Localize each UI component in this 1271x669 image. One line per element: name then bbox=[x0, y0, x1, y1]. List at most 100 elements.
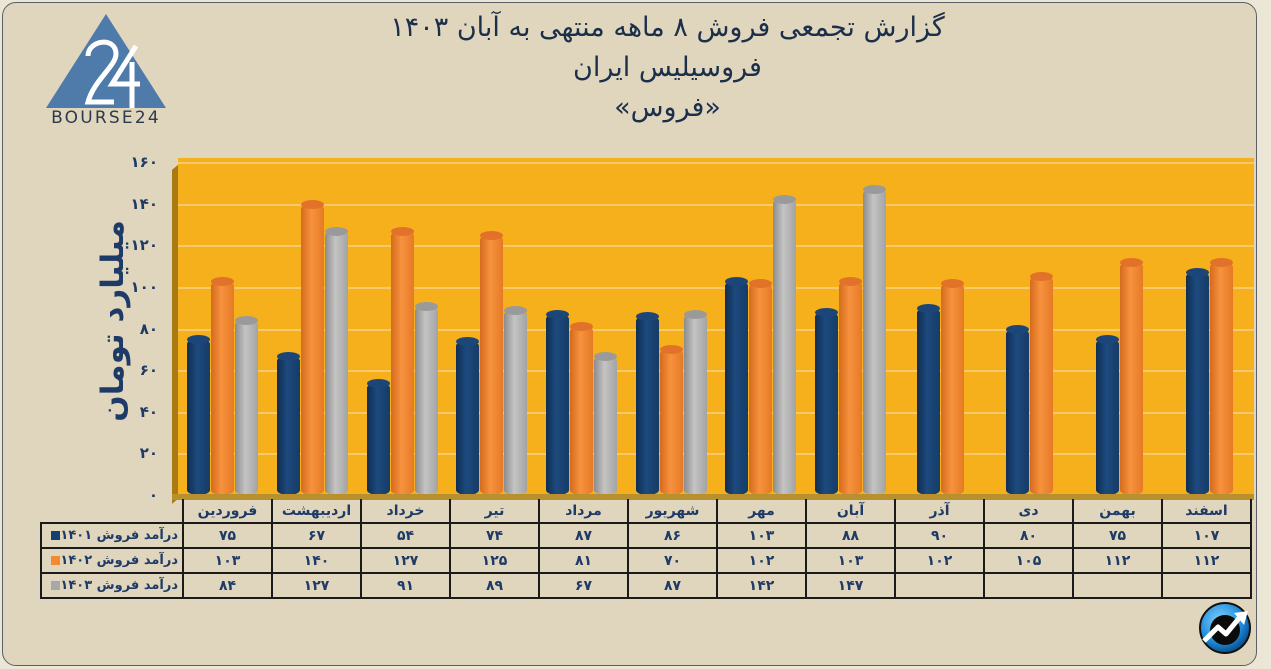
table-corner-cell bbox=[41, 499, 183, 523]
table-header-cell: مهر bbox=[716, 499, 807, 524]
gridline bbox=[178, 162, 1254, 164]
table-header-cell: خرداد bbox=[360, 499, 451, 524]
table-cell: ۱۲۵ bbox=[449, 547, 540, 574]
table-row: ۱۱۲ ۱۱۲ ۱۰۵ ۱۰۲ ۱۰۳ ۱۰۲ ۷۰ ۸۱ ۱۲۵ ۱۲۷ ۱۴۰ ۱۰۳ درآمد … bbox=[40, 547, 1252, 574]
table-cell: ۸۶ bbox=[627, 522, 718, 549]
bar-2 bbox=[749, 278, 773, 495]
table-cell: ۱۰۲ bbox=[894, 547, 985, 574]
y-tick-label: ۱۴۰ bbox=[130, 194, 158, 213]
table-cell: ۸۸ bbox=[805, 522, 896, 549]
bar-1 bbox=[366, 378, 390, 495]
bar-3 bbox=[414, 301, 438, 495]
table-cell: ۱۴۷ bbox=[805, 572, 896, 599]
bar-1 bbox=[1185, 268, 1209, 495]
table-cell: ۱۰۳ bbox=[716, 522, 807, 549]
gridline bbox=[178, 453, 1254, 456]
plot-floor bbox=[172, 494, 1254, 500]
bar-3 bbox=[683, 309, 707, 495]
y-tick-label: ۱۶۰ bbox=[130, 153, 158, 171]
gridline bbox=[178, 411, 1254, 414]
gridline bbox=[178, 245, 1254, 248]
bar-2 bbox=[659, 345, 683, 495]
table-header-cell: اردیبهشت bbox=[271, 499, 362, 524]
table-row: ۱۰۷ ۷۵ ۸۰ ۹۰ ۸۸ ۱۰۳ ۸۶ ۸۷ ۷۴ ۵۴ ۶۷ ۷۵ درآمد فروش ۱۴۰… bbox=[40, 522, 1252, 549]
table-cell: ۹۱ bbox=[360, 572, 451, 599]
table-header-cell: اسفند bbox=[1161, 499, 1252, 524]
table-cell: ۷۰ bbox=[627, 547, 718, 574]
bar-1 bbox=[916, 303, 940, 495]
bar-2 bbox=[1030, 272, 1054, 495]
table-cell: ۱۰۲ bbox=[716, 547, 807, 574]
bar-3 bbox=[773, 195, 797, 495]
bar-3 bbox=[325, 226, 348, 495]
table-cell: ۸۰ bbox=[983, 522, 1074, 549]
y-tick-label: ۱۲۰ bbox=[130, 236, 158, 255]
legend-swatch-icon bbox=[51, 531, 61, 540]
legend-label: درآمد فروش ۱۴۰۳ bbox=[60, 578, 178, 593]
bar-2 bbox=[940, 278, 964, 495]
table-cell: ۷۴ bbox=[449, 522, 540, 549]
y-tick-label: ۰ bbox=[148, 486, 158, 504]
table-cell bbox=[1161, 572, 1252, 599]
bar-2 bbox=[301, 199, 324, 495]
y-tick-label: ۸۰ bbox=[139, 319, 158, 338]
y-tick-label: ۶۰ bbox=[139, 361, 158, 380]
table-cell: ۸۴ bbox=[182, 572, 273, 599]
bar-2 bbox=[839, 276, 862, 495]
legend-label: درآمد فروش ۱۴۰۱ bbox=[60, 528, 178, 543]
table-cell: ۱۰۳ bbox=[805, 547, 896, 574]
table-cell: ۱۴۲ bbox=[716, 572, 807, 599]
table-cell: ۱۱۲ bbox=[1072, 547, 1163, 574]
bar-1 bbox=[277, 351, 300, 495]
title-line-1: گزارش تجمعی فروش ۸ ماهه منتهی به آبان ۱۴… bbox=[390, 12, 945, 43]
y-tick-label: ۱۰۰ bbox=[130, 277, 158, 296]
legend-cell: درآمد فروش ۱۴۰۱ bbox=[40, 522, 184, 549]
bar-1 bbox=[546, 309, 569, 495]
table-header-cell: بهمن bbox=[1072, 499, 1163, 524]
gridline bbox=[178, 286, 1254, 289]
bar-3 bbox=[863, 185, 886, 495]
legend-label: درآمد فروش ۱۴۰۲ bbox=[60, 553, 178, 568]
table-cell: ۱۱۲ bbox=[1161, 547, 1252, 574]
table-header-cell: دی bbox=[983, 499, 1074, 524]
bar-1 bbox=[725, 276, 749, 495]
table-cell: ۱۰۳ bbox=[182, 547, 273, 574]
data-table: اسفند بهمن دی آذر آبان مهر شهریور مرداد تیر خرداد… bbox=[40, 499, 1252, 599]
trend-up-icon bbox=[1199, 602, 1251, 654]
table-cell bbox=[1072, 572, 1163, 599]
table-header-cell: مرداد bbox=[538, 499, 629, 524]
legend-cell: درآمد فروش ۱۴۰۲ bbox=[40, 547, 184, 574]
y-tick-label: ۲۰ bbox=[139, 444, 158, 463]
gridline bbox=[178, 328, 1254, 331]
table-cell bbox=[894, 572, 985, 599]
table-cell: ۸۱ bbox=[538, 547, 629, 574]
plot-area bbox=[178, 158, 1254, 495]
table-header-cell: فروردین bbox=[182, 499, 273, 524]
y-tick-label: ۴۰ bbox=[139, 402, 158, 421]
bar-1 bbox=[635, 312, 659, 495]
bar-3 bbox=[594, 351, 617, 495]
bar-3 bbox=[235, 316, 259, 495]
table-cell: ۱۰۵ bbox=[983, 547, 1074, 574]
table-cell: ۹۰ bbox=[894, 522, 985, 549]
legend-swatch-icon bbox=[51, 556, 61, 565]
chart-title: گزارش تجمعی فروش ۸ ماهه منتهی به آبان ۱۴… bbox=[300, 8, 1035, 128]
bar-2 bbox=[390, 226, 414, 495]
bar-1 bbox=[1006, 324, 1030, 495]
table-cell: ۱۲۷ bbox=[360, 547, 451, 574]
title-line-2: فروسیلیس ایران bbox=[573, 52, 762, 83]
table-cell: ۸۷ bbox=[538, 522, 629, 549]
table-cell bbox=[983, 572, 1074, 599]
bar-2 bbox=[211, 276, 235, 495]
bar-1 bbox=[187, 334, 211, 495]
gridline bbox=[178, 203, 1254, 206]
table-header-cell: آذر bbox=[894, 499, 985, 524]
table-row: ۱۴۷ ۱۴۲ ۸۷ ۶۷ ۸۹ ۹۱ ۱۲۷ ۸۴ درآمد فروش ۱۴۰۳ bbox=[40, 572, 1252, 599]
gridline bbox=[178, 370, 1254, 373]
table-cell: ۱۴۰ bbox=[271, 547, 362, 574]
bar-3 bbox=[504, 305, 528, 495]
title-line-3: «فروس» bbox=[614, 92, 721, 123]
table-cell: ۶۷ bbox=[271, 522, 362, 549]
logo-text: BOURSE24 bbox=[51, 108, 161, 128]
table-cell: ۷۵ bbox=[182, 522, 273, 549]
